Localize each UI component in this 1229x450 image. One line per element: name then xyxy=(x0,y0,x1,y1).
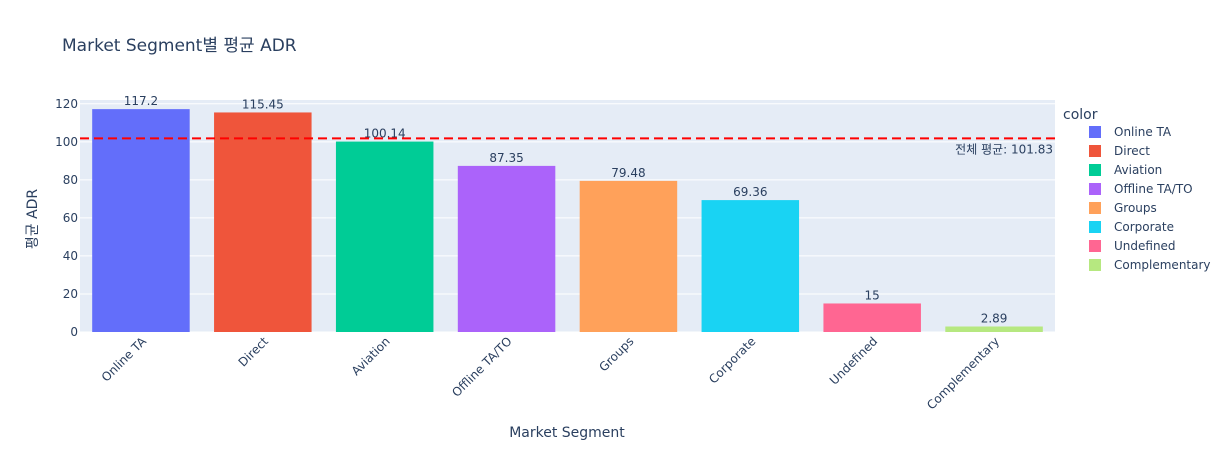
bar xyxy=(335,141,434,332)
y-axis-title: 평균 ADR xyxy=(25,189,41,250)
bar xyxy=(945,326,1043,332)
bar-value-label: 15 xyxy=(865,288,880,302)
bars xyxy=(92,109,1043,332)
legend-swatch xyxy=(1089,221,1101,233)
x-tick-label: Corporate xyxy=(706,334,758,386)
legend-item-label: Corporate xyxy=(1114,220,1174,234)
legend-swatch xyxy=(1089,202,1101,214)
chart-title: Market Segment별 평균 ADR xyxy=(62,36,297,56)
legend: color Online TA Direct Aviation Offline TA/… xyxy=(1063,107,1211,272)
legend-item-label: Aviation xyxy=(1114,163,1162,177)
x-tick-label: Complementary xyxy=(924,334,1002,412)
legend-swatch xyxy=(1089,126,1101,138)
legend-item-label: Online TA xyxy=(1114,125,1172,139)
y-tick-label: 40 xyxy=(63,249,78,263)
average-annotation: 전체 평균: 101.83 xyxy=(955,142,1053,156)
y-tick-label: 0 xyxy=(70,325,78,339)
x-tick-label: Direct xyxy=(236,334,272,370)
bar-value-labels: 117.2 115.45 100.14 87.35 79.48 69.36 15 2.89 xyxy=(124,94,1008,325)
bar xyxy=(457,165,556,332)
bar-value-label: 69.36 xyxy=(733,185,767,199)
legend-swatch xyxy=(1089,240,1101,252)
x-tick-label: Undefined xyxy=(827,334,880,387)
legend-item-label: Direct xyxy=(1114,144,1150,158)
bar xyxy=(823,303,921,332)
y-tick-label: 120 xyxy=(55,97,78,111)
bar-value-label: 115.45 xyxy=(242,97,284,111)
x-tick-labels: Online TA Direct Aviation Offline TA/TO Grou… xyxy=(99,334,1002,413)
bar-value-label: 2.89 xyxy=(981,312,1008,326)
bar xyxy=(701,200,800,332)
x-tick-label: Online TA xyxy=(99,334,150,385)
y-tick-label: 60 xyxy=(63,211,78,225)
y-tick-label: 80 xyxy=(63,173,78,187)
y-tick-label: 20 xyxy=(63,287,78,301)
legend-item-label: Complementary xyxy=(1114,258,1211,272)
legend-item-label: Undefined xyxy=(1114,239,1176,253)
legend-swatch xyxy=(1089,259,1101,271)
bar-value-label: 79.48 xyxy=(611,166,645,180)
bar xyxy=(579,180,678,332)
legend-swatch xyxy=(1089,164,1101,176)
legend-swatch xyxy=(1089,145,1101,157)
bar-value-label: 100.14 xyxy=(364,127,406,141)
bar xyxy=(214,112,312,332)
legend-swatch xyxy=(1089,183,1101,195)
legend-item-label: Groups xyxy=(1114,201,1157,215)
legend-item-label: Offline TA/TO xyxy=(1114,182,1193,196)
bar-value-label: 117.2 xyxy=(124,94,158,108)
x-tick-label: Groups xyxy=(596,334,636,374)
y-tick-label: 100 xyxy=(55,135,78,149)
x-tick-label: Offline TA/TO xyxy=(449,334,514,399)
y-tick-labels: 0 20 40 60 80 100 120 xyxy=(55,97,78,339)
legend-title: color xyxy=(1063,107,1098,123)
x-axis-title: Market Segment xyxy=(509,425,625,441)
bar xyxy=(92,109,190,332)
x-tick-label: Aviation xyxy=(349,334,393,378)
bar-value-label: 87.35 xyxy=(489,151,523,165)
